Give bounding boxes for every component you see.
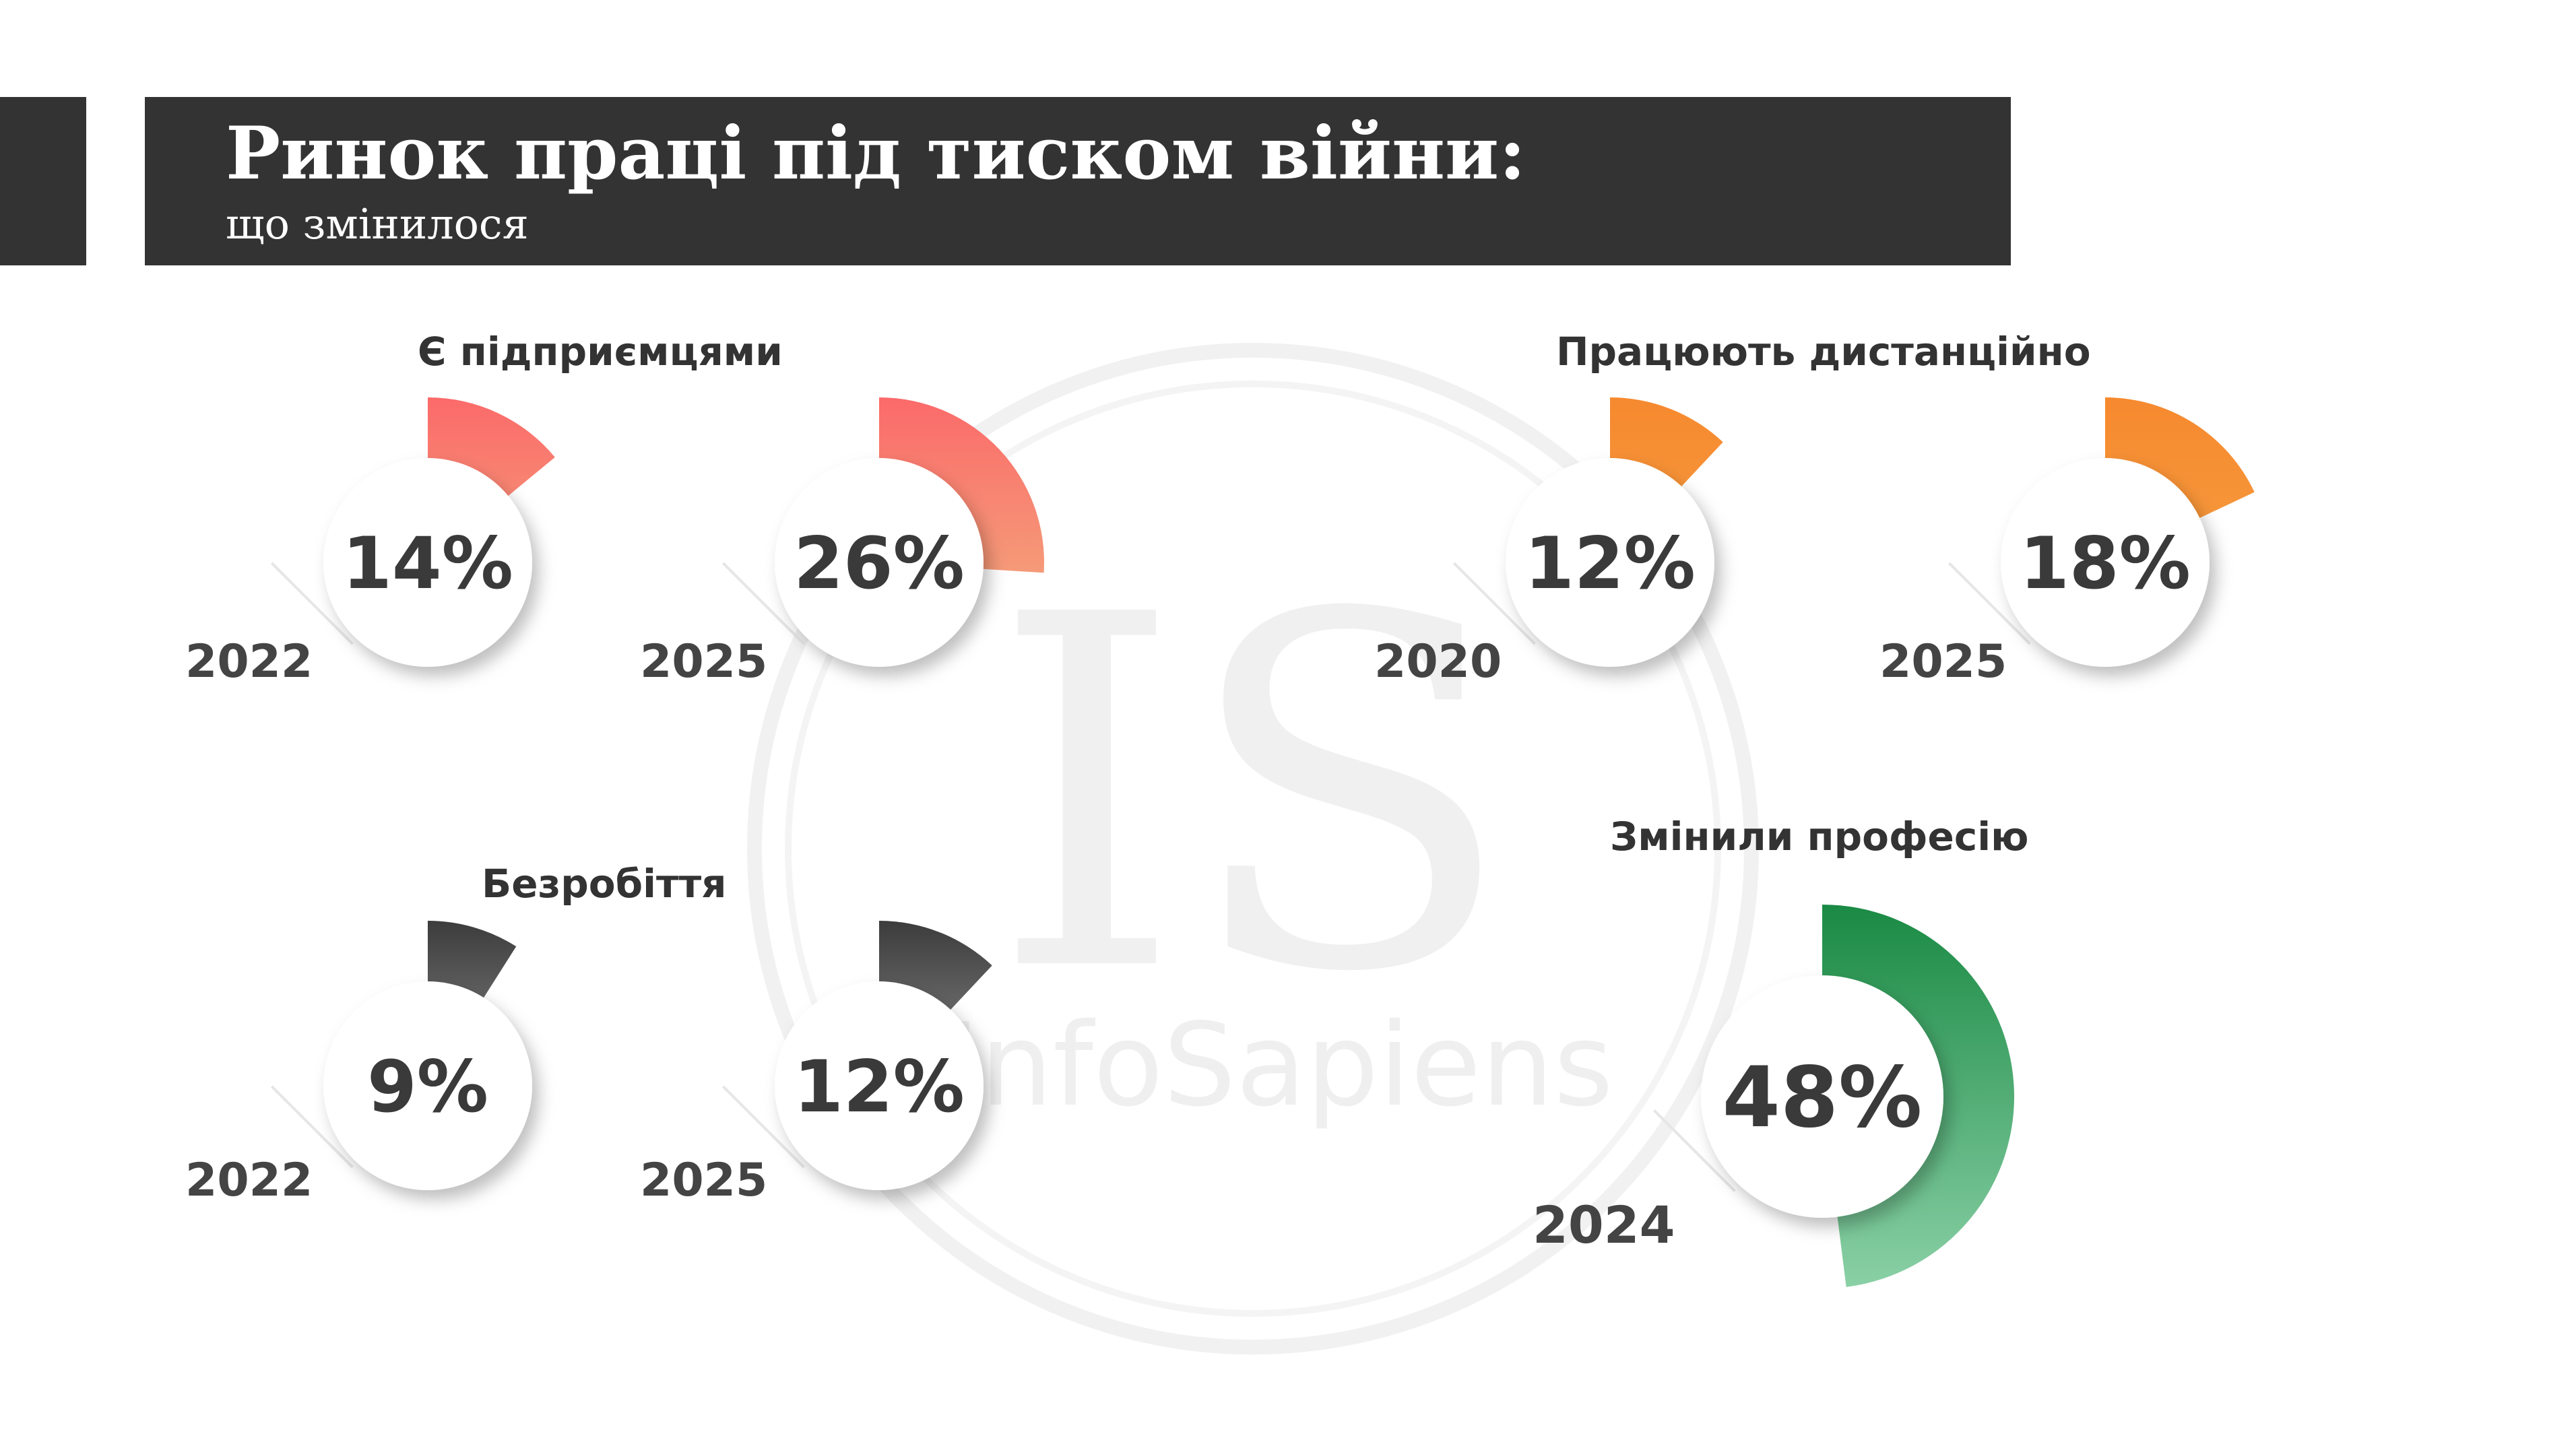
pie-center-disc	[1701, 975, 1943, 1218]
decor-line	[721, 1085, 805, 1169]
watermark-monogram: IS	[991, 513, 1515, 1078]
year-label: 2020	[1374, 635, 1502, 688]
year-label: 2025	[640, 635, 767, 688]
decor-line	[1652, 1109, 1736, 1192]
decor-line	[270, 1085, 354, 1169]
pie-center-disc	[2001, 458, 2210, 667]
year-label: 2025	[1879, 635, 2007, 688]
year-label: 2022	[185, 1154, 313, 1207]
decor-line	[721, 562, 805, 645]
value-label: 9%	[367, 1045, 488, 1128]
value-label: 18%	[2020, 522, 2191, 605]
pie-center-disc	[775, 981, 984, 1190]
pie-center-disc	[323, 981, 532, 1190]
value-label: 26%	[794, 522, 965, 605]
decor-line	[1947, 562, 2031, 645]
pie-center-disc	[775, 458, 984, 667]
page-title: Ринок праці під тиском війни:	[226, 111, 1526, 196]
year-label: 2025	[640, 1154, 767, 1207]
header-left-block	[0, 97, 86, 265]
page-subtitle: що змінилося	[226, 199, 529, 249]
value-label: 12%	[1524, 522, 1696, 605]
pie-center-disc	[323, 458, 532, 667]
header-band: Ринок праці під тиском війни: що змінило…	[145, 97, 2011, 265]
title-career-change: Змінили професію	[1610, 814, 2029, 859]
decor-line	[270, 562, 354, 645]
value-label: 48%	[1722, 1049, 1923, 1146]
year-label: 2024	[1533, 1195, 1675, 1255]
watermark-brand: InfoSapiens	[946, 999, 1613, 1132]
watermark-logo: IS InfoSapiens	[747, 343, 1759, 1355]
title-remote: Працюють дистанційно	[1556, 329, 2091, 375]
title-unemployment: Безробіття	[482, 861, 727, 907]
value-label: 14%	[342, 522, 513, 605]
value-label: 12%	[794, 1045, 965, 1128]
decor-line	[1452, 562, 1536, 645]
pie-center-disc	[1506, 458, 1714, 667]
title-entrepreneurs: Є підприємцями	[418, 329, 783, 375]
year-label: 2022	[185, 635, 313, 688]
